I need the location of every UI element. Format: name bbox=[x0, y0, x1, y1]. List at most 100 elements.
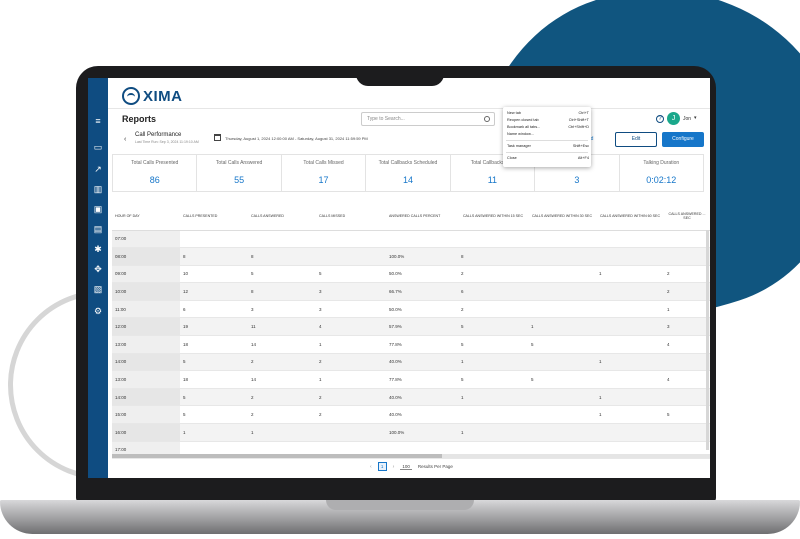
move-icon[interactable]: ✥ bbox=[94, 264, 102, 274]
horizontal-scrollbar[interactable] bbox=[112, 454, 710, 458]
table-row[interactable]: 13:00 18 14 1 77.8% 5 5 4 bbox=[112, 335, 710, 354]
table-cell bbox=[664, 247, 710, 266]
column-header[interactable]: CALLS ANSWERED WITHIN 15 SEC bbox=[458, 202, 528, 231]
menu-icon[interactable]: ≡ bbox=[95, 116, 101, 126]
table-cell: 4 bbox=[664, 335, 710, 354]
table-cell: 5 bbox=[248, 265, 316, 284]
table-row[interactable]: 15:00 5 2 2 40.0% 1 5 bbox=[112, 405, 710, 425]
xima-logo[interactable]: XIMA bbox=[122, 86, 183, 106]
table-cell: 1 bbox=[458, 423, 528, 442]
table-cell: 14 bbox=[248, 370, 316, 389]
table-row[interactable]: 13:00 18 14 1 77.8% 5 5 4 bbox=[112, 370, 710, 389]
menu-item-shortcut: Shift+Esc bbox=[572, 144, 589, 148]
contact-card-icon[interactable]: ▣ bbox=[93, 204, 103, 214]
username[interactable]: Jon bbox=[683, 116, 692, 122]
avatar[interactable]: J bbox=[667, 112, 680, 125]
table-row[interactable]: 14:00 5 2 2 40.0% 1 1 bbox=[112, 388, 710, 407]
table-cell: 5 bbox=[458, 370, 528, 389]
table-cell: 1 bbox=[596, 405, 664, 425]
id-card-icon[interactable]: ▤ bbox=[93, 224, 103, 234]
menu-item-shortcut: Alt+F4 bbox=[577, 156, 589, 160]
table-cell: 1 bbox=[458, 353, 528, 372]
table-cell bbox=[180, 230, 248, 249]
page-size-select[interactable]: 100 bbox=[400, 463, 412, 470]
column-header[interactable]: CALLS ANSWERED ... SEC bbox=[664, 202, 710, 231]
table-cell: 1 bbox=[596, 265, 664, 284]
table-cell: 8 bbox=[248, 247, 316, 266]
table-cell: 100.0% bbox=[386, 423, 458, 442]
table-cell bbox=[664, 230, 710, 249]
menu-item-label: Reopen closed tab bbox=[507, 118, 539, 122]
table-cell: 57.9% bbox=[386, 317, 458, 337]
column-header[interactable]: ANSWERED CALLS PERCENT bbox=[386, 202, 458, 231]
table-cell: 50.0% bbox=[386, 265, 458, 284]
vertical-scrollbar[interactable] bbox=[706, 230, 709, 450]
table-cell: 5 bbox=[528, 370, 596, 389]
column-header[interactable]: CALLS ANSWERED WITHIN 30 SEC bbox=[528, 202, 596, 231]
menu-item-new-tab[interactable]: New tab Ctrl+T bbox=[507, 111, 589, 115]
table-cell bbox=[596, 317, 664, 337]
column-header[interactable]: HOUR OF DAY bbox=[112, 202, 180, 231]
table-cell bbox=[664, 423, 710, 442]
edit-button[interactable]: Edit bbox=[615, 132, 657, 147]
back-arrow-icon[interactable]: ‹ bbox=[124, 136, 127, 143]
menu-item-name-window[interactable]: Name window... bbox=[507, 132, 589, 136]
configure-button[interactable]: Configure bbox=[662, 132, 704, 147]
table-row[interactable]: 08:00 8 8 100.0% 8 bbox=[112, 247, 710, 266]
summary-card: Total Calls Answered 55 bbox=[197, 155, 282, 191]
menu-item-close[interactable]: Close Alt+F4 bbox=[507, 156, 589, 160]
current-page[interactable]: 1 bbox=[377, 462, 387, 471]
document-icon[interactable]: ▭ bbox=[93, 142, 103, 152]
table-cell: 18 bbox=[180, 335, 248, 354]
table-cell: 14 bbox=[248, 335, 316, 354]
search-icon[interactable] bbox=[484, 116, 490, 122]
table-cell bbox=[528, 300, 596, 319]
scrollbar-thumb[interactable] bbox=[112, 454, 442, 458]
table-cell: 4 bbox=[316, 317, 386, 337]
table-cell: 5 bbox=[180, 388, 248, 407]
table-row[interactable]: 10:00 12 8 3 66.7% 6 2 bbox=[112, 282, 710, 301]
search-input[interactable]: Type to Search... bbox=[361, 112, 495, 126]
menu-item-bookmark-all[interactable]: Bookmark all tabs... Ctrl+Shift+D bbox=[507, 125, 589, 129]
report-icon[interactable]: ▧ bbox=[93, 284, 103, 294]
table-cell bbox=[596, 335, 664, 354]
table-row[interactable]: 14:00 5 2 2 40.0% 1 1 bbox=[112, 353, 710, 372]
sidebar: ≡ ▭ ↗ ▥ ▣ ▤ ✱ ✥ ▧ ⚙ bbox=[88, 78, 108, 478]
table-cell: 2 bbox=[664, 282, 710, 301]
table-cell: 77.8% bbox=[386, 370, 458, 389]
table-row[interactable]: 16:00 1 1 100.0% 1 bbox=[112, 423, 710, 442]
table-cell bbox=[596, 370, 664, 389]
menu-item-reopen-tab[interactable]: Reopen closed tab Ctrl+Shift+T bbox=[507, 118, 589, 122]
column-header[interactable]: CALLS PRESENTED bbox=[180, 202, 248, 231]
hour-cell: 16:00 bbox=[112, 423, 180, 442]
help-icon[interactable]: ? bbox=[656, 115, 664, 123]
card-value: 14 bbox=[402, 175, 413, 185]
chart-icon[interactable]: ↗ bbox=[94, 164, 102, 174]
table-row[interactable]: 11:00 6 3 3 50.0% 2 1 bbox=[112, 300, 710, 319]
column-header[interactable]: CALLS ANSWERED WITHIN 60 SEC bbox=[596, 202, 664, 231]
table-cell: 2 bbox=[316, 353, 386, 372]
next-page-button[interactable]: › bbox=[392, 463, 395, 470]
menu-item-shortcut: Ctrl+Shift+D bbox=[568, 125, 589, 129]
pagination: ‹ 1 › 100 Results Per Page bbox=[370, 462, 453, 471]
menu-separator bbox=[506, 140, 588, 141]
card-value: 86 bbox=[149, 175, 160, 185]
gear-alt-icon[interactable]: ✱ bbox=[94, 244, 102, 254]
column-header[interactable]: CALLS ANSWERED bbox=[248, 202, 316, 231]
date-range[interactable]: Thursday, August 1, 2024 12:00:00 AM - S… bbox=[225, 136, 368, 141]
settings-icon[interactable]: ⚙ bbox=[93, 306, 103, 316]
menu-item-shortcut: Ctrl+T bbox=[578, 111, 589, 115]
bar-chart-icon[interactable]: ▥ bbox=[93, 184, 103, 194]
prev-page-button[interactable]: ‹ bbox=[370, 463, 372, 470]
calendar-icon[interactable] bbox=[214, 134, 221, 141]
hour-cell: 13:00 bbox=[112, 335, 180, 354]
card-label: Total Calls Answered bbox=[215, 160, 263, 166]
table-cell: 8 bbox=[458, 247, 528, 266]
column-header[interactable]: CALLS MISSED bbox=[316, 202, 386, 231]
chevron-down-icon[interactable]: ▾ bbox=[694, 115, 697, 121]
summary-cards: Total Calls Presented 86 Total Calls Ans… bbox=[112, 154, 704, 192]
table-row[interactable]: 07:00 bbox=[112, 230, 710, 249]
menu-item-task-manager[interactable]: Task manager Shift+Esc bbox=[507, 144, 589, 148]
table-row[interactable]: 12:00 19 11 4 57.9% 5 1 3 bbox=[112, 317, 710, 337]
table-row[interactable]: 09:00 10 5 5 50.0% 2 1 2 bbox=[112, 265, 710, 284]
